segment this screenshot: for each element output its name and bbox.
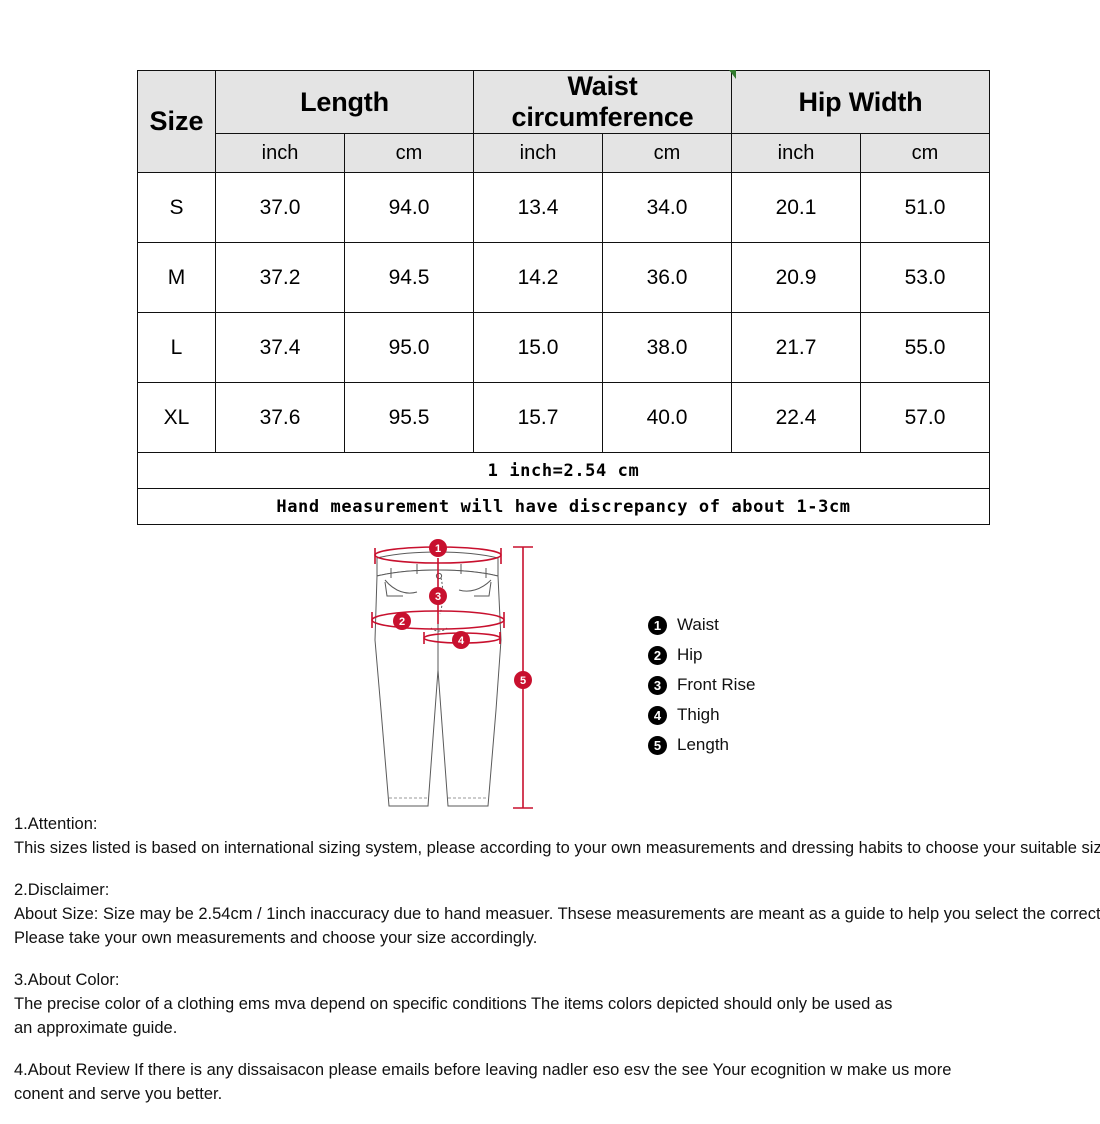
note-line: Please take your own measurements and ch… — [14, 929, 538, 947]
header-hip-width: Hip Width — [730, 70, 991, 134]
pants-measurement-diagram: 1 2 3 4 5 — [355, 520, 555, 820]
note-block-about-review: 4.About Review If there is any dissaisac… — [14, 1058, 1089, 1106]
cell-value: 22.4 — [731, 382, 861, 453]
cell-value: 15.7 — [473, 382, 603, 453]
cell-size: S — [137, 172, 216, 243]
note-heading: 3.About Color: — [14, 971, 120, 989]
table-header-group-row: Size Length Waist circumference Hip Widt… — [137, 70, 991, 173]
legend-bullet-4-icon: 4 — [648, 705, 667, 725]
cell-value: 51.0 — [859, 172, 991, 243]
note-line: The precise color of a clothing ems mva … — [14, 995, 893, 1013]
legend-label: Hip — [677, 645, 703, 664]
size-chart-table: Size Length Waist circumference Hip Widt… — [136, 70, 991, 525]
note-block-about-color: 3.About Color: The precise color of a cl… — [14, 968, 1089, 1040]
header-unit-hip-cm: cm — [859, 133, 991, 173]
note-heading: 2.Disclaimer: — [14, 881, 110, 899]
svg-text:3: 3 — [435, 591, 441, 603]
svg-text:4: 4 — [458, 635, 465, 647]
legend-bullet-5-icon: 5 — [648, 735, 667, 755]
note-block-disclaimer: 2.Disclaimer: About Size: Size may be 2.… — [14, 878, 1100, 950]
marker-4-thigh — [452, 631, 470, 649]
cell-value: 37.0 — [215, 172, 345, 243]
footer-note-discrepancy: Hand measurement will have discrepancy o… — [136, 488, 991, 525]
svg-text:1: 1 — [435, 543, 441, 555]
legend-item-hip: 2 Hip — [648, 640, 868, 670]
legend-bullet-1-icon: 1 — [648, 615, 667, 635]
note-line: 4.About Review If there is any dissaisac… — [14, 1061, 952, 1079]
header-unit-waist-inch: inch — [473, 133, 603, 173]
footer-note-conversion: 1 inch=2.54 cm — [136, 452, 991, 489]
cell-value: 40.0 — [602, 382, 732, 453]
measurement-markers-icon: 1 2 3 4 5 — [393, 539, 532, 689]
legend-label: Length — [677, 735, 729, 754]
note-line: About Size: Size may be 2.54cm / 1inch i… — [14, 905, 1100, 923]
legend-item-front-rise: 3 Front Rise — [648, 670, 868, 700]
note-line: This sizes listed is based on internatio… — [14, 839, 1100, 857]
header-unit-length-inch: inch — [215, 133, 345, 173]
table-row: L 37.4 95.0 15.0 38.0 21.7 55.0 — [137, 312, 991, 383]
cell-value: 20.9 — [731, 242, 861, 313]
note-line: an approximate guide. — [14, 1019, 178, 1037]
size-chart-table-container: Size Length Waist circumference Hip Widt… — [136, 70, 991, 525]
cell-size: L — [137, 312, 216, 383]
legend-item-waist: 1 Waist — [648, 610, 868, 640]
cell-value: 37.6 — [215, 382, 345, 453]
cell-value: 94.5 — [344, 242, 474, 313]
header-length: Length — [215, 70, 474, 134]
table-header-unit-row: inch cm inch cm inch cm — [138, 133, 991, 173]
legend-label: Thigh — [677, 705, 720, 724]
cell-size: XL — [137, 382, 216, 453]
marker-2-hip — [393, 612, 411, 630]
cell-value: 53.0 — [859, 242, 991, 313]
pants-diagram-svg: 1 2 3 4 5 — [371, 539, 533, 809]
cell-value: 94.0 — [344, 172, 474, 243]
header-waist-circumference: Waist circumference — [473, 70, 732, 134]
header-unit-waist-cm: cm — [602, 133, 732, 173]
table-row: M 37.2 94.5 14.2 36.0 20.9 53.0 — [137, 242, 991, 313]
cell-value: 95.0 — [344, 312, 474, 383]
cell-value: 13.4 — [473, 172, 603, 243]
header-unit-hip-inch: inch — [731, 133, 861, 173]
footer-notes: 1.Attention: This sizes listed is based … — [14, 812, 1100, 1124]
legend-label: Waist — [677, 615, 719, 634]
table-footer-row: Hand measurement will have discrepancy o… — [136, 488, 991, 525]
cell-value: 15.0 — [473, 312, 603, 383]
cell-value: 21.7 — [731, 312, 861, 383]
svg-text:5: 5 — [520, 675, 526, 687]
cell-value: 14.2 — [473, 242, 603, 313]
cell-value: 20.1 — [731, 172, 861, 243]
note-heading: 1.Attention: — [14, 815, 98, 833]
table-row: XL 37.6 95.5 15.7 40.0 22.4 57.0 — [137, 382, 991, 453]
legend-label: Front Rise — [677, 675, 756, 694]
note-line: conent and serve you better. — [14, 1085, 223, 1103]
table-footer-row: 1 inch=2.54 cm — [136, 452, 991, 489]
svg-text:2: 2 — [399, 616, 405, 628]
cell-value: 95.5 — [344, 382, 474, 453]
cell-value: 36.0 — [602, 242, 732, 313]
marker-1-waist — [429, 539, 447, 557]
legend-item-length: 5 Length — [648, 730, 868, 760]
green-artifact-icon — [729, 70, 736, 79]
cell-value: 57.0 — [859, 382, 991, 453]
cell-size: M — [137, 242, 216, 313]
header-unit-length-cm: cm — [344, 133, 474, 173]
cell-value: 38.0 — [602, 312, 732, 383]
marker-5-length — [514, 671, 532, 689]
cell-value: 37.4 — [215, 312, 345, 383]
cell-value: 34.0 — [602, 172, 732, 243]
cell-value: 37.2 — [215, 242, 345, 313]
measurement-legend: 1 Waist 2 Hip 3 Front Rise 4 Thigh 5 Len… — [648, 610, 868, 760]
table-row: S 37.0 94.0 13.4 34.0 20.1 51.0 — [137, 172, 991, 243]
legend-item-thigh: 4 Thigh — [648, 700, 868, 730]
header-size: Size — [137, 70, 216, 173]
legend-bullet-3-icon: 3 — [648, 675, 667, 695]
note-block-attention: 1.Attention: This sizes listed is based … — [14, 812, 1100, 860]
marker-3-front-rise — [429, 587, 447, 605]
legend-bullet-2-icon: 2 — [648, 645, 667, 665]
cell-value: 55.0 — [859, 312, 991, 383]
